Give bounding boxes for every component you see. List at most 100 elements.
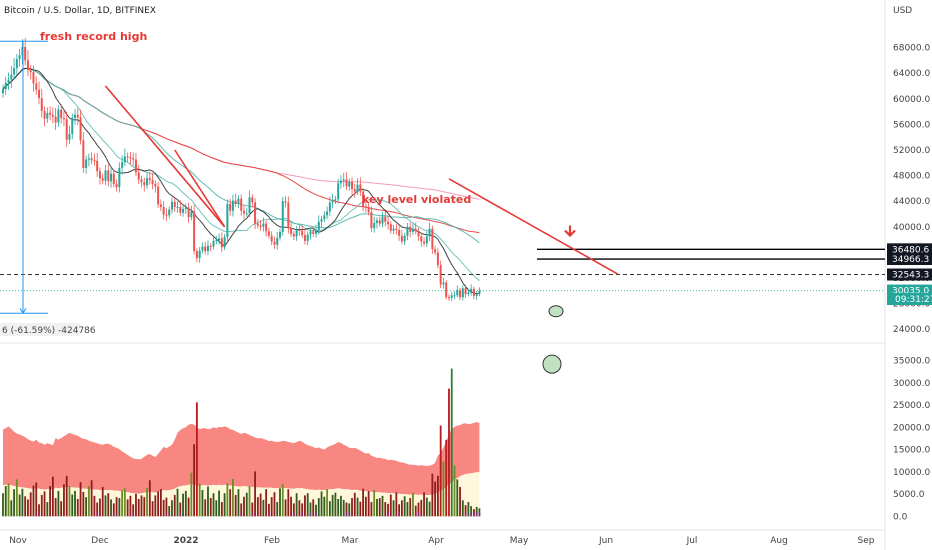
volume-bar[interactable] [190, 472, 193, 517]
volume-bar[interactable] [123, 488, 126, 517]
candle-body[interactable] [148, 178, 151, 181]
candle-body[interactable] [403, 235, 406, 242]
volume-bar[interactable] [448, 388, 450, 517]
candle-body[interactable] [57, 109, 60, 123]
candle-body[interactable] [417, 230, 420, 237]
candle-body[interactable] [162, 206, 165, 215]
volume-bar[interactable] [315, 504, 317, 517]
volume-bar[interactable] [364, 496, 367, 517]
volume-bar[interactable] [298, 500, 301, 517]
volume-bar[interactable] [445, 439, 448, 517]
candle-body[interactable] [173, 201, 176, 207]
volume-bar[interactable] [46, 502, 49, 517]
candle-body[interactable] [206, 246, 209, 252]
volume-bar[interactable] [320, 491, 323, 517]
candle-body[interactable] [254, 202, 257, 224]
candle-body[interactable] [51, 114, 54, 117]
volume-bar[interactable] [21, 488, 24, 517]
candle-body[interactable] [237, 198, 240, 204]
candle-body[interactable] [93, 160, 96, 162]
volume-bar[interactable] [265, 489, 268, 517]
candle-body[interactable] [320, 219, 323, 222]
candle-body[interactable] [26, 60, 29, 70]
volume-bar[interactable] [309, 502, 312, 517]
volume-bar[interactable] [389, 494, 392, 517]
volume-bar[interactable] [254, 471, 256, 517]
volume-bar[interactable] [60, 501, 63, 517]
volume-bar[interactable] [403, 496, 406, 517]
volume-bar[interactable] [378, 498, 381, 517]
candle-body[interactable] [378, 220, 381, 224]
candle-body[interactable] [223, 237, 226, 248]
volume-bar[interactable] [193, 444, 196, 517]
candle-body[interactable] [328, 202, 331, 212]
volume-bar[interactable] [348, 503, 351, 517]
volume-bar[interactable] [400, 500, 403, 517]
candle-body[interactable] [423, 241, 426, 244]
volume-bar[interactable] [381, 495, 384, 517]
candle-body[interactable] [447, 297, 450, 299]
candle-body[interactable] [4, 82, 7, 90]
volume-bar[interactable] [93, 495, 96, 517]
volume-bar[interactable] [132, 504, 135, 517]
volume-bar[interactable] [148, 480, 151, 517]
candle-body[interactable] [104, 170, 107, 181]
candle-body[interactable] [348, 182, 351, 187]
volume-bar[interactable] [212, 493, 215, 517]
volume-bar[interactable] [434, 481, 437, 517]
volume-bar[interactable] [126, 499, 129, 517]
volume-bar[interactable] [207, 486, 209, 517]
candle-body[interactable] [13, 68, 16, 75]
candle-body[interactable] [467, 292, 470, 294]
candle-body[interactable] [137, 172, 140, 180]
volume-bar[interactable] [450, 368, 453, 517]
candle-body[interactable] [18, 55, 21, 60]
volume-bar[interactable] [159, 489, 162, 517]
candle-body[interactable] [54, 116, 57, 123]
volume-bar[interactable] [387, 503, 389, 517]
candle-body[interactable] [392, 228, 395, 231]
candle-body[interactable] [428, 228, 431, 237]
candle-body[interactable] [356, 184, 359, 192]
candle-body[interactable] [290, 228, 293, 234]
volume-bar[interactable] [71, 494, 74, 517]
volume-bar[interactable] [384, 502, 387, 517]
candle-body[interactable] [157, 186, 160, 205]
volume-bar[interactable] [367, 490, 370, 517]
candle-body[interactable] [112, 173, 115, 184]
candle-body[interactable] [2, 89, 4, 94]
volume-bar[interactable] [276, 502, 279, 517]
volume-bar[interactable] [342, 499, 345, 517]
candle-body[interactable] [373, 222, 376, 229]
candle-body[interactable] [165, 214, 168, 216]
volume-bar[interactable] [459, 486, 461, 517]
volume-bar[interactable] [121, 490, 124, 517]
volume-bar[interactable] [74, 490, 76, 517]
volume-bar[interactable] [204, 499, 207, 517]
volume-bar[interactable] [464, 505, 467, 517]
volume-bar[interactable] [245, 492, 248, 517]
candle-body[interactable] [411, 228, 414, 232]
volume-bar[interactable] [425, 497, 428, 517]
volume-bar[interactable] [40, 494, 43, 517]
volume-bar[interactable] [135, 493, 137, 517]
volume-bar[interactable] [326, 489, 328, 517]
candle-body[interactable] [284, 201, 287, 203]
volume-bar[interactable] [420, 499, 423, 517]
candle-body[interactable] [154, 183, 157, 187]
volume-bar[interactable] [292, 503, 295, 517]
volume-bar[interactable] [237, 489, 240, 517]
candle-body[interactable] [262, 223, 265, 227]
candle-body[interactable] [46, 112, 49, 119]
candle-body[interactable] [49, 112, 52, 115]
candle-body[interactable] [90, 158, 93, 161]
volume-bar[interactable] [184, 490, 187, 517]
candle-body[interactable] [10, 74, 13, 80]
volume-bar[interactable] [146, 487, 148, 517]
candle-body[interactable] [65, 119, 68, 140]
volume-bar[interactable] [340, 495, 342, 517]
volume-bar[interactable] [220, 502, 223, 517]
candle-body[interactable] [29, 70, 32, 72]
volume-bar[interactable] [376, 498, 378, 517]
candle-body[interactable] [176, 206, 179, 208]
